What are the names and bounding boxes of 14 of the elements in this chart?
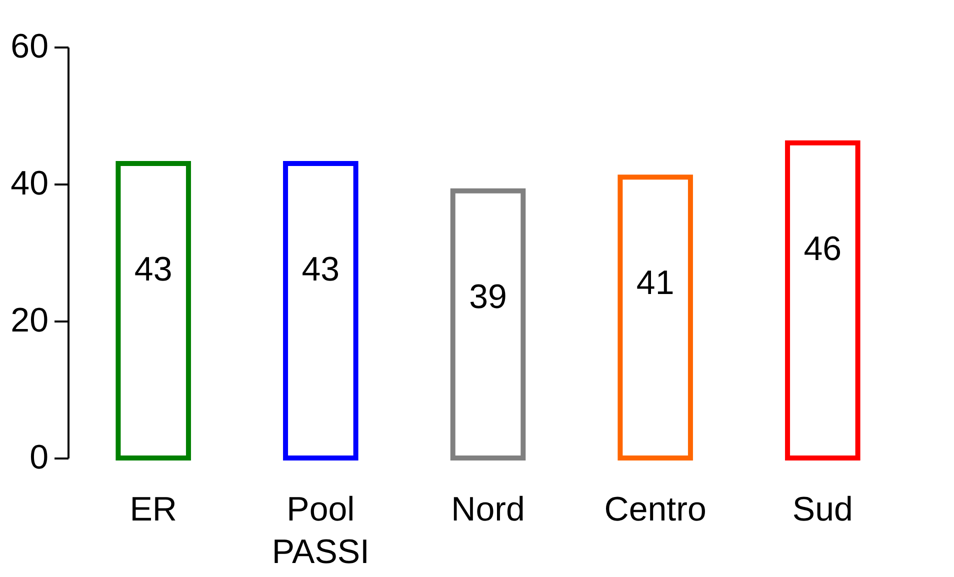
data-label: 46 xyxy=(804,230,842,268)
data-label: 43 xyxy=(134,250,172,288)
x-tick-label: Centro xyxy=(604,490,706,528)
x-tick-label: Sud xyxy=(792,490,853,528)
x-tick-label: ER xyxy=(130,490,177,528)
data-label: 41 xyxy=(636,264,674,302)
x-tick-label: Pool PASSI xyxy=(272,490,370,571)
y-tick-label: 20 xyxy=(10,302,48,340)
y-tick-label: 40 xyxy=(10,164,48,202)
y-tick-label: 0 xyxy=(30,438,48,476)
y-tick-label: 60 xyxy=(10,28,48,66)
data-label: 39 xyxy=(469,278,507,316)
data-label: 43 xyxy=(302,250,340,288)
x-tick-label: Nord xyxy=(451,490,525,528)
